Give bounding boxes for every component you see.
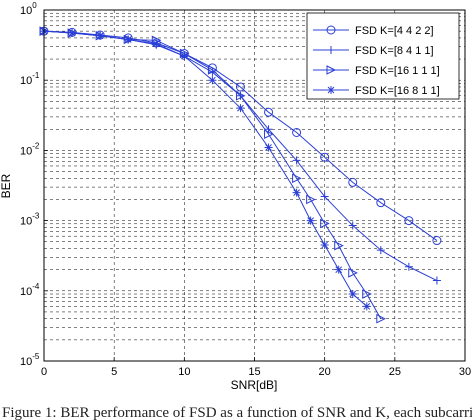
- data-point-star: [306, 216, 315, 225]
- x-tick-label: 30: [459, 366, 471, 378]
- data-point-plus: [320, 192, 329, 201]
- legend-label: FSD K=[8 4 1 1]: [355, 45, 434, 57]
- data-point-circle: [348, 177, 358, 187]
- x-tick-label: 0: [41, 366, 47, 378]
- series-line: [43, 30, 438, 241]
- x-tick-labels: 0 5 10 15 20 25 30: [41, 357, 471, 378]
- legend-label: FSD K=[4 4 2 2]: [355, 25, 434, 37]
- legend-label: FSD K=[16 8 1 1]: [355, 85, 440, 97]
- y-tick-label: 100: [20, 1, 37, 17]
- data-point-plus: [348, 221, 357, 230]
- series-layer: [39, 26, 442, 324]
- x-tick-label: 20: [319, 366, 331, 378]
- series-4: [40, 27, 371, 311]
- data-point-star: [96, 31, 105, 40]
- data-point-plus: [404, 262, 413, 271]
- data-point-star: [348, 290, 357, 299]
- data-point-circle: [292, 127, 302, 137]
- data-point-star: [327, 86, 335, 94]
- legend-box: [306, 12, 460, 100]
- data-point-triangle: [235, 90, 246, 101]
- data-point-triangle: [348, 268, 358, 278]
- data-point-circle: [376, 198, 386, 208]
- data-point-star: [292, 188, 301, 197]
- y-tick-label: 10-1: [20, 71, 40, 87]
- x-tick-label: 10: [178, 366, 190, 378]
- y-tick-label: 10-4: [20, 282, 40, 298]
- data-point-plus: [327, 46, 335, 54]
- data-point-triangle: [292, 173, 302, 184]
- data-point-plus: [432, 276, 441, 285]
- data-point-star: [264, 143, 273, 152]
- y-axis-label: BER: [0, 173, 13, 198]
- data-point-star: [236, 104, 245, 113]
- figure-caption: Figure 1: BER performance of FSD as a fu…: [2, 405, 472, 420]
- data-point-plus: [376, 246, 385, 255]
- legend-label: FSD K=[16 1 1 1]: [355, 65, 440, 77]
- legend-entry: FSD K=[16 8 1 1]: [313, 85, 440, 97]
- x-tick-label: 15: [248, 366, 260, 378]
- legend: FSD K=[4 4 2 2] FSD K=[8 4 1 1] FSD K=[16 …: [306, 12, 460, 100]
- y-tick-label: 10-3: [20, 212, 40, 228]
- legend-entry: FSD K=[16 1 1 1]: [313, 65, 440, 77]
- x-tick-label: 25: [389, 366, 401, 378]
- data-point-star: [68, 29, 77, 38]
- data-point-triangle: [334, 240, 344, 251]
- data-point-star: [124, 35, 133, 44]
- data-point-circle: [432, 236, 442, 246]
- y-tick-labels: 100 10-1 10-2 10-3 10-4 10-5: [20, 1, 48, 368]
- data-point-circle: [264, 107, 274, 117]
- data-point-triangle: [362, 289, 372, 299]
- data-point-star: [362, 302, 371, 311]
- y-tick-label: 10-2: [20, 141, 40, 157]
- data-point-triangle: [264, 129, 274, 140]
- data-point-triangle: [306, 194, 316, 205]
- data-point-star: [180, 52, 189, 61]
- data-point-circle: [404, 216, 414, 226]
- data-point-star: [334, 265, 343, 274]
- x-axis-label: SNR[dB]: [231, 378, 278, 392]
- data-point-circle: [326, 25, 336, 35]
- data-point-triangle: [207, 65, 218, 75]
- data-point-triangle: [376, 313, 386, 324]
- data-point-star: [208, 76, 217, 85]
- x-tick-label: 5: [111, 366, 117, 378]
- legend-entry: FSD K=[8 4 1 1]: [313, 45, 434, 57]
- data-point-plus: [292, 156, 301, 165]
- data-point-circle: [320, 152, 330, 162]
- data-point-star: [320, 240, 329, 249]
- data-point-triangle: [326, 65, 337, 75]
- data-point-triangle: [320, 218, 330, 229]
- data-point-star: [152, 39, 161, 48]
- data-point-circle: [235, 82, 245, 92]
- legend-entry: FSD K=[4 4 2 2]: [313, 25, 434, 37]
- y-tick-label: 10-5: [20, 352, 40, 368]
